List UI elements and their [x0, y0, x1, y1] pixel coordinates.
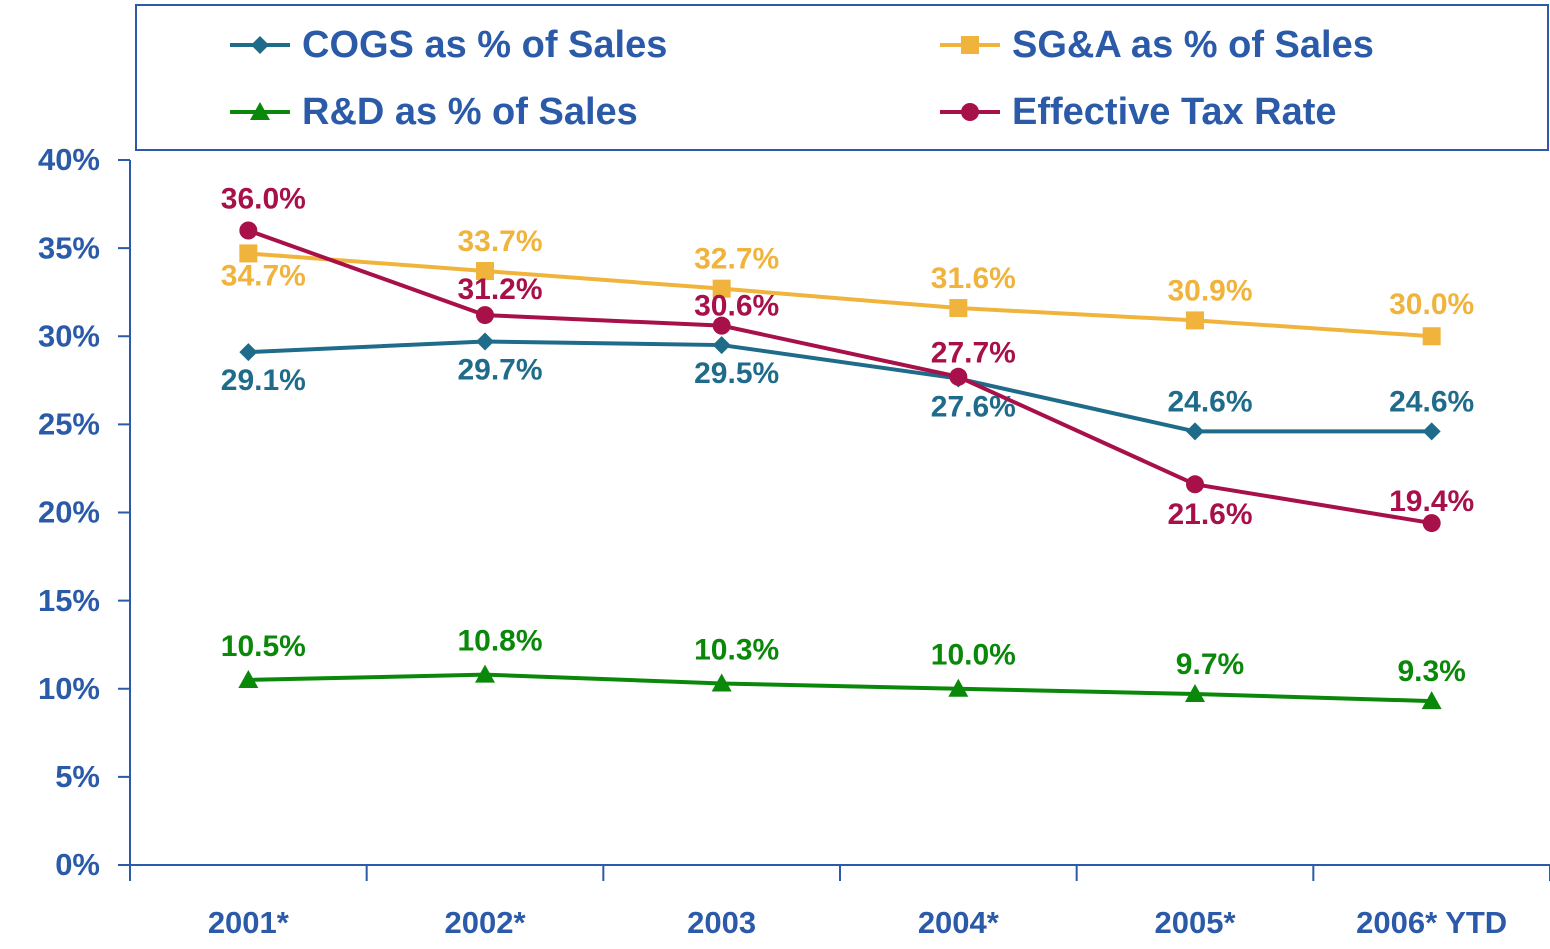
marker	[476, 262, 494, 281]
data-label: 27.7%	[931, 337, 1016, 370]
data-label: 29.7%	[457, 353, 542, 386]
x-tick-label: 2003	[687, 905, 756, 940]
marker	[712, 336, 731, 355]
marker	[1421, 691, 1442, 710]
y-tick-label: 15%	[38, 583, 100, 618]
series-line	[247, 228, 1432, 526]
y-tick-label: 30%	[38, 318, 100, 353]
series-line	[248, 339, 1432, 434]
data-label: 9.7%	[1176, 648, 1244, 681]
data-label: 10.0%	[931, 639, 1016, 672]
series-line	[248, 251, 1432, 339]
marker	[476, 306, 494, 325]
marker	[1186, 475, 1204, 494]
marker	[475, 664, 495, 683]
x-tick-label: 2002*	[444, 905, 526, 940]
marker	[239, 221, 258, 240]
data-label: 10.3%	[694, 633, 779, 666]
marker	[239, 343, 258, 362]
data-label: 30.6%	[694, 290, 779, 323]
y-tick-label: 0%	[55, 847, 100, 882]
data-label: 33.7%	[457, 225, 542, 258]
data-label: 31.6%	[931, 262, 1016, 295]
marker	[238, 669, 259, 688]
marker	[948, 678, 969, 697]
marker	[250, 102, 270, 120]
marker	[711, 673, 732, 692]
legend-label: R&D as % of Sales	[302, 91, 638, 133]
y-tick-label: 20%	[38, 495, 100, 530]
data-label: 30.9%	[1167, 274, 1252, 307]
x-tick-label: 2005*	[1154, 905, 1236, 940]
legend-label: Effective Tax Rate	[1012, 91, 1337, 133]
data-label: 29.1%	[221, 364, 306, 397]
marker	[251, 36, 269, 54]
marker	[1422, 327, 1441, 346]
x-tick-label: 2004*	[918, 905, 1000, 940]
marker	[712, 279, 731, 298]
marker	[1186, 422, 1204, 441]
data-label: 19.4%	[1389, 485, 1474, 518]
data-label: 24.6%	[1389, 385, 1474, 418]
data-label: 29.5%	[694, 357, 779, 390]
data-label: 24.6%	[1167, 385, 1252, 418]
marker	[712, 316, 731, 335]
y-tick-label: 10%	[38, 671, 100, 706]
data-label: 9.3%	[1397, 655, 1465, 688]
marker	[1422, 422, 1441, 441]
y-tick-label: 5%	[55, 759, 100, 794]
marker	[961, 103, 979, 121]
data-label: 34.7%	[221, 259, 306, 292]
x-tick-label: 2001*	[208, 905, 290, 940]
y-tick-label: 25%	[38, 407, 100, 442]
marker	[1185, 684, 1205, 703]
data-label: 10.5%	[221, 630, 306, 663]
data-label: 10.8%	[457, 625, 542, 658]
marker	[961, 36, 979, 54]
x-tick-label: 2006* YTD	[1356, 905, 1507, 940]
series-line	[248, 672, 1432, 704]
marker	[239, 244, 258, 263]
y-tick-label: 35%	[38, 230, 100, 265]
data-label: 30.0%	[1389, 288, 1474, 321]
legend-label: SG&A as % of Sales	[1012, 24, 1374, 66]
y-tick-label: 40%	[38, 142, 100, 177]
marker	[949, 299, 968, 318]
data-label: 31.2%	[457, 273, 542, 306]
legend-box	[135, 4, 1549, 151]
data-label: 36.0%	[221, 182, 306, 215]
data-label: 21.6%	[1167, 498, 1252, 531]
legend-label: COGS as % of Sales	[302, 24, 667, 66]
marker	[949, 367, 968, 386]
marker	[476, 332, 494, 351]
marker	[1422, 514, 1441, 533]
marker	[1186, 311, 1204, 330]
data-label: 32.7%	[694, 243, 779, 276]
